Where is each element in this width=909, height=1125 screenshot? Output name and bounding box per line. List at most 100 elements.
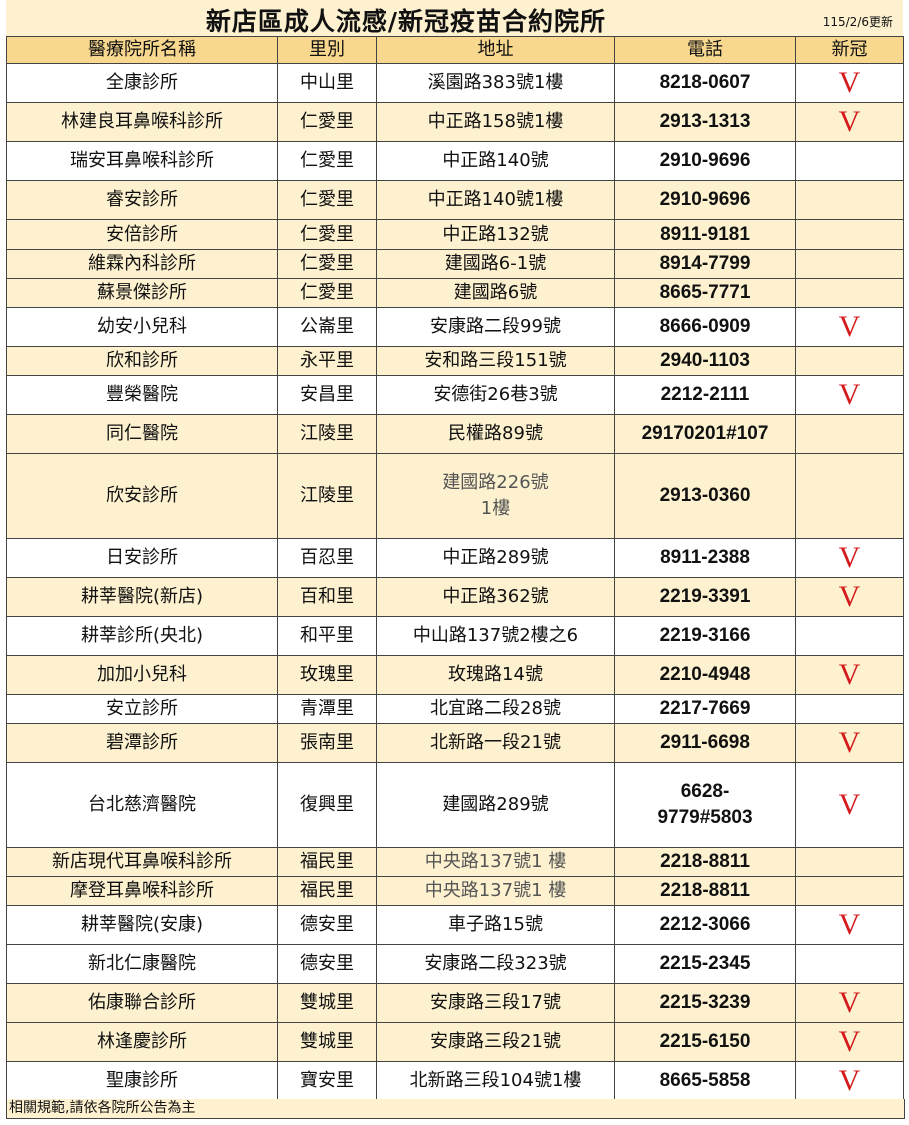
- address: 建國路226號 1樓: [376, 453, 615, 539]
- phone: 2215-2345: [614, 944, 796, 984]
- covid-mark: [795, 346, 904, 376]
- clinic-name: 新店現代耳鼻喉科診所: [6, 847, 278, 877]
- clinic-table: 醫療院所名稱 里別 地址 電話 新冠 全康診所 中山里 溪園路383號1樓 8218-…: [6, 36, 904, 1101]
- address: 中正路158號1樓: [376, 102, 615, 142]
- address: 安德街26巷3號: [376, 375, 615, 415]
- phone: 6628- 9779#5803: [614, 762, 796, 848]
- covid-mark: [795, 847, 904, 877]
- clinic-name: 欣和診所: [6, 346, 278, 376]
- phone: 2217-7669: [614, 694, 796, 724]
- phone: 8218-0607: [614, 63, 796, 103]
- phone: 2911-6698: [614, 723, 796, 763]
- table-row: 摩登耳鼻喉科診所 福民里 中央路137號1 樓 2218-8811: [6, 876, 904, 906]
- address: 中正路362號: [376, 577, 615, 617]
- phone: 2212-3066: [614, 905, 796, 945]
- covid-mark: [795, 180, 904, 220]
- table-row: 加加小兒科 玫瑰里 玫瑰路14號 2210-4948 V: [6, 655, 904, 695]
- phone: 2910-9696: [614, 141, 796, 181]
- clinic-name: 台北慈濟醫院: [6, 762, 278, 848]
- village: 張南里: [277, 723, 377, 763]
- village: 中山里: [277, 63, 377, 103]
- village: 仁愛里: [277, 249, 377, 279]
- phone: 2215-3239: [614, 983, 796, 1023]
- address: 建國路6號: [376, 278, 615, 308]
- clinic-name: 蘇景傑診所: [6, 278, 278, 308]
- phone: 8914-7799: [614, 249, 796, 279]
- covid-mark: [795, 414, 904, 454]
- table-row: 欣和診所 永平里 安和路三段151號 2940-1103: [6, 346, 904, 376]
- clinic-name: 加加小兒科: [6, 655, 278, 695]
- table-row: 聖康診所 寶安里 北新路三段104號1樓 8665-5858 V: [6, 1061, 904, 1101]
- check-mark-icon: V: [795, 1061, 904, 1101]
- covid-mark: [795, 876, 904, 906]
- clinic-name: 摩登耳鼻喉科診所: [6, 876, 278, 906]
- phone: 29170201#107: [614, 414, 796, 454]
- check-mark-icon: V: [795, 577, 904, 617]
- table-row: 蘇景傑診所 仁愛里 建國路6號 8665-7771: [6, 278, 904, 308]
- covid-mark: [795, 453, 904, 539]
- phone: 8665-5858: [614, 1061, 796, 1101]
- village: 和平里: [277, 616, 377, 656]
- address: 建國路289號: [376, 762, 615, 848]
- clinic-name: 幼安小兒科: [6, 307, 278, 347]
- table-row: 耕莘醫院(安康) 德安里 車子路15號 2212-3066 V: [6, 905, 904, 945]
- village: 復興里: [277, 762, 377, 848]
- table-row: 新店現代耳鼻喉科診所 福民里 中央路137號1 樓 2218-8811: [6, 847, 904, 877]
- phone: 2913-1313: [614, 102, 796, 142]
- address: 安康路二段323號: [376, 944, 615, 984]
- table-row: 睿安診所 仁愛里 中正路140號1樓 2910-9696: [6, 180, 904, 220]
- covid-mark: [795, 278, 904, 308]
- col-phone: 電話: [614, 36, 796, 64]
- covid-mark: [795, 694, 904, 724]
- address: 中正路132號: [376, 219, 615, 250]
- phone: 2219-3391: [614, 577, 796, 617]
- covid-mark: [795, 249, 904, 279]
- phone: 2219-3166: [614, 616, 796, 656]
- clinic-name: 豐榮醫院: [6, 375, 278, 415]
- title-bar: 新店區成人流感/新冠疫苗合約院所 115/2/6更新: [6, 0, 903, 36]
- phone: 2910-9696: [614, 180, 796, 220]
- phone: 2212-2111: [614, 375, 796, 415]
- village: 雙城里: [277, 983, 377, 1023]
- village: 德安里: [277, 905, 377, 945]
- phone: 2218-8811: [614, 847, 796, 877]
- covid-mark: [795, 944, 904, 984]
- address: 溪園路383號1樓: [376, 63, 615, 103]
- phone: 8665-7771: [614, 278, 796, 308]
- table-row: 林建良耳鼻喉科診所 仁愛里 中正路158號1樓 2913-1313 V: [6, 102, 904, 142]
- village: 福民里: [277, 876, 377, 906]
- table-header: 醫療院所名稱 里別 地址 電話 新冠: [6, 36, 904, 64]
- clinic-name: 耕莘醫院(新店): [6, 577, 278, 617]
- clinic-name: 欣安診所: [6, 453, 278, 539]
- address: 安康路三段21號: [376, 1022, 615, 1062]
- address: 車子路15號: [376, 905, 615, 945]
- village: 江陵里: [277, 414, 377, 454]
- address: 中央路137號1 樓: [376, 876, 615, 906]
- phone: 8666-0909: [614, 307, 796, 347]
- address: 安康路二段99號: [376, 307, 615, 347]
- address: 玫瑰路14號: [376, 655, 615, 695]
- table-row: 林逢慶診所 雙城里 安康路三段21號 2215-6150 V: [6, 1022, 904, 1062]
- phone: 2940-1103: [614, 346, 796, 376]
- check-mark-icon: V: [795, 1022, 904, 1062]
- address: 民權路89號: [376, 414, 615, 454]
- clinic-name: 瑞安耳鼻喉科診所: [6, 141, 278, 181]
- table-row: 耕莘醫院(新店) 百和里 中正路362號 2219-3391 V: [6, 577, 904, 617]
- table-row: 耕莘診所(央北) 和平里 中山路137號2樓之6 2219-3166: [6, 616, 904, 656]
- village: 百忍里: [277, 538, 377, 578]
- phone: 2215-6150: [614, 1022, 796, 1062]
- village: 百和里: [277, 577, 377, 617]
- village: 仁愛里: [277, 180, 377, 220]
- footer-note: 相關規範,請依各院所公告為主: [6, 1099, 905, 1119]
- check-mark-icon: V: [795, 983, 904, 1023]
- address: 中山路137號2樓之6: [376, 616, 615, 656]
- table-row: 安立診所 青潭里 北宜路二段28號 2217-7669: [6, 694, 904, 724]
- table-row: 佑康聯合診所 雙城里 安康路三段17號 2215-3239 V: [6, 983, 904, 1023]
- village: 青潭里: [277, 694, 377, 724]
- village: 寶安里: [277, 1061, 377, 1101]
- table-row: 新北仁康醫院 德安里 安康路二段323號 2215-2345: [6, 944, 904, 984]
- village: 福民里: [277, 847, 377, 877]
- clinic-name: 同仁醫院: [6, 414, 278, 454]
- clinic-name: 聖康診所: [6, 1061, 278, 1101]
- covid-mark: [795, 219, 904, 250]
